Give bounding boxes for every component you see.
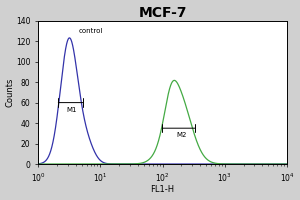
Text: M1: M1 bbox=[66, 107, 77, 113]
Title: MCF-7: MCF-7 bbox=[138, 6, 187, 20]
Y-axis label: Counts: Counts bbox=[6, 78, 15, 107]
Text: control: control bbox=[79, 28, 103, 34]
X-axis label: FL1-H: FL1-H bbox=[151, 185, 175, 194]
Text: M2: M2 bbox=[176, 132, 186, 138]
